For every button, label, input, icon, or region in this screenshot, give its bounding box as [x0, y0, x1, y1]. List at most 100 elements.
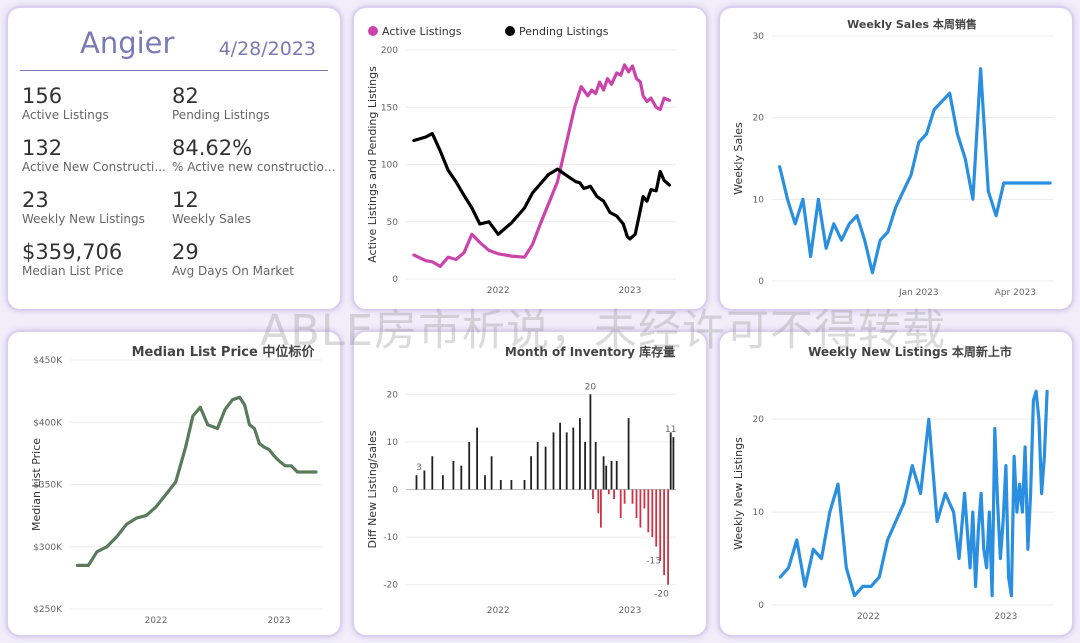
bar	[423, 470, 426, 490]
kpi-active-new-construction: 132 Active New Constructi...	[22, 136, 172, 174]
kpi-date: 4/28/2023	[218, 38, 316, 60]
x-tick-label: Jan 2023	[898, 288, 939, 298]
series-line	[778, 389, 1049, 598]
new-listings-chart: 0 10 20 2022 2023 Weekly New Listings 本周新上市 We…	[732, 344, 1054, 622]
y-tick-label: 0	[758, 601, 764, 611]
chart-title: Weekly New Listings 本周新上市	[808, 344, 1012, 359]
y-tick-label: 150	[381, 103, 398, 113]
legend-marker	[368, 26, 378, 36]
bar	[627, 418, 630, 490]
bar	[667, 489, 669, 585]
data-label: -20	[654, 590, 669, 600]
bar	[597, 489, 600, 514]
bar	[615, 460, 618, 490]
chart-title: Median List Price 中位标价	[132, 344, 316, 360]
kpi-avg-days-on-market: 29 Avg Days On Market	[172, 240, 322, 278]
x-tick-label: 2023	[618, 606, 641, 616]
median-price-chart: $250K $300K $350K $400K $450K 2022 2023 Median …	[30, 344, 322, 626]
y-tick-label: 0	[758, 277, 764, 287]
chart-title: Month of Inventory 库存量	[505, 344, 675, 359]
listings-chart-card: 0 50 100 150 200 2022 2023 Active Listings and …	[352, 6, 708, 311]
bar	[559, 422, 561, 490]
kpi-value: 156	[22, 84, 63, 108]
kpi-label: % Active new constructions	[172, 160, 337, 174]
weekly-sales-chart: 0 10 20 30 Jan 2023 Apr 2023 Weekly Sales 本周销售…	[732, 17, 1054, 298]
bar	[613, 489, 615, 499]
kpi-value: $359,706	[22, 240, 123, 264]
bar	[663, 489, 665, 576]
bar	[643, 489, 646, 509]
kpi-active-listings: 156 Active Listings	[22, 84, 172, 122]
bar	[460, 465, 463, 490]
kpi-weekly-sales: 12 Weekly Sales	[172, 188, 322, 226]
data-label: 3	[416, 463, 422, 473]
bar	[672, 437, 675, 490]
kpi-label: Median List Price	[22, 264, 124, 278]
legend-item: Pending Listings	[519, 25, 609, 38]
kpi-value: 29	[172, 240, 199, 264]
kpi-label: Weekly New Listings	[22, 212, 145, 226]
bar	[600, 489, 602, 528]
x-tick-label: 2022	[145, 616, 168, 626]
new-listings-chart-card: 0 10 20 2022 2023 Weekly New Listings 本周新上市 We…	[718, 330, 1074, 637]
y-tick-label: 0	[392, 486, 398, 496]
kpi-value: 132	[22, 136, 63, 160]
x-tick-label: 2022	[857, 612, 880, 622]
y-axis-label: Median List Price	[30, 438, 43, 531]
kpi-value: 84.62%	[172, 136, 253, 160]
bar	[589, 394, 592, 490]
x-tick-label: 2022	[487, 606, 510, 616]
bar	[442, 475, 444, 490]
bar	[565, 432, 568, 490]
median-price-chart-card: $250K $300K $350K $400K $450K 2022 2023 Median …	[6, 330, 342, 637]
bar	[607, 489, 610, 495]
kpi-pct-new-construction: 84.62% % Active new constructions	[172, 136, 337, 174]
series-line	[778, 67, 1052, 275]
bar	[669, 432, 672, 490]
y-tick-label: $250K	[33, 605, 63, 615]
listings-chart: 0 50 100 150 200 2022 2023 Active Listings and …	[366, 25, 676, 296]
bar	[510, 480, 513, 490]
y-tick-label: -20	[383, 581, 398, 591]
data-label: 20	[585, 382, 597, 392]
y-tick-label: 10	[753, 195, 765, 205]
bar	[647, 489, 650, 533]
inventory-chart: -20 -10 0 10 20 2022 2023 Month of Inventory 库存…	[366, 344, 676, 616]
weekly-sales-chart-card: 0 10 20 30 Jan 2023 Apr 2023 Weekly Sales 本周销售…	[718, 6, 1074, 311]
data-label: 11	[665, 425, 676, 435]
y-tick-label: 20	[753, 114, 765, 124]
kpi-card: Angier 4/28/2023 156 Active Listings 82 …	[6, 6, 342, 311]
x-tick-label: 2022	[487, 286, 510, 296]
bar	[651, 489, 654, 538]
bar	[631, 489, 634, 504]
bar	[584, 441, 586, 490]
bar	[468, 441, 471, 490]
y-tick-label: 30	[753, 32, 765, 42]
kpi-median-list-price: $359,706 Median List Price	[22, 240, 172, 278]
y-tick-label: $300K	[33, 543, 63, 553]
bar	[623, 489, 626, 504]
bar	[619, 489, 622, 519]
y-tick-label: 10	[387, 438, 399, 448]
y-tick-label: 20	[387, 390, 399, 400]
y-tick-label: 10	[753, 508, 765, 518]
data-label: -13	[646, 556, 661, 566]
kpi-weekly-new-listings: 23 Weekly New Listings	[22, 188, 172, 226]
bar	[594, 441, 597, 490]
series-line	[412, 63, 671, 268]
bar	[452, 460, 455, 490]
bar	[536, 441, 539, 490]
kpi-label: Weekly Sales	[172, 212, 252, 226]
kpi-label: Avg Days On Market	[172, 264, 294, 278]
bar	[544, 446, 547, 490]
bar	[655, 489, 658, 547]
y-axis-label: Active Listings and Pending Listings	[366, 66, 379, 263]
x-tick-label: 2023	[618, 286, 641, 296]
y-tick-label: $350K	[33, 481, 63, 491]
kpi-title: Angier	[80, 26, 175, 60]
kpi-label: Active Listings	[22, 108, 109, 122]
y-tick-label: 50	[387, 218, 399, 228]
bar	[639, 489, 642, 528]
y-tick-label: 100	[381, 161, 398, 171]
kpi-label: Pending Listings	[172, 108, 270, 122]
